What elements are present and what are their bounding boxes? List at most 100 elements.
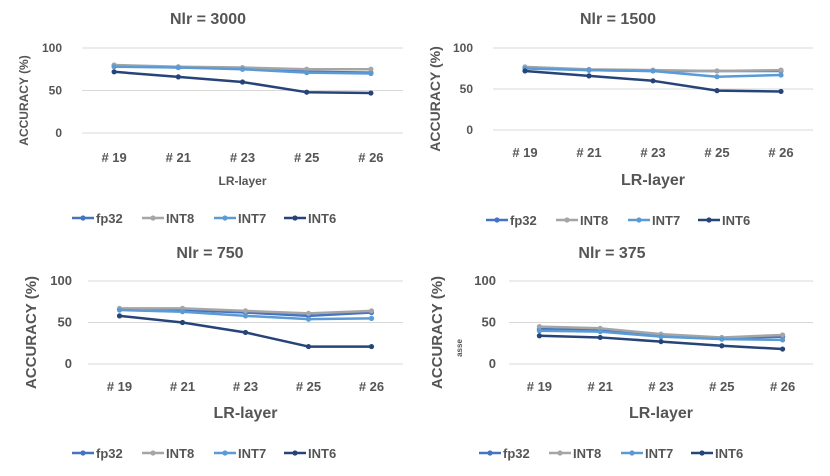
y-tick-label: 0 bbox=[466, 123, 473, 137]
data-point bbox=[305, 316, 312, 322]
data-point bbox=[116, 313, 123, 319]
legend-marker bbox=[564, 217, 570, 223]
legend-marker bbox=[557, 450, 563, 456]
y-tick-label: 100 bbox=[50, 273, 72, 288]
data-point bbox=[368, 315, 375, 321]
y-tick-label: 100 bbox=[474, 273, 496, 288]
y-axis-label: ACCURACY (%) bbox=[23, 276, 40, 389]
data-point bbox=[714, 88, 720, 94]
legend: fp32 INT8 INT7 INT6 bbox=[479, 446, 743, 461]
legend: fp32 INT8 INT7 INT6 bbox=[72, 446, 336, 461]
y-tick-label: 0 bbox=[489, 356, 496, 371]
y-axis-label: ACCURACY (%) bbox=[17, 55, 31, 145]
chart-title: Nlr = 3000 bbox=[170, 11, 246, 28]
x-tick-label: # 26 bbox=[359, 379, 384, 394]
series-int6 bbox=[116, 313, 375, 350]
x-tick-label: # 25 bbox=[296, 379, 321, 394]
legend-marker bbox=[292, 450, 298, 456]
chart-panel-1: Nlr = 3000 0 50 100 # 19 # 21 # 23 # 25 # 26 LR-l… bbox=[17, 11, 403, 226]
y-tick-label: 100 bbox=[453, 41, 473, 55]
data-point bbox=[780, 337, 786, 343]
legend-label: INT8 bbox=[580, 213, 608, 228]
data-point bbox=[242, 313, 249, 319]
data-point bbox=[778, 67, 784, 73]
data-point bbox=[239, 79, 246, 85]
data-point bbox=[368, 90, 374, 96]
legend-marker bbox=[150, 215, 156, 221]
x-axis-label: LR-layer bbox=[629, 405, 693, 422]
y-axis-label: ACCURACY (%) bbox=[427, 46, 443, 152]
x-tick-label: # 23 bbox=[233, 379, 258, 394]
x-tick-label: # 25 bbox=[704, 145, 729, 160]
y-tick-label: 50 bbox=[49, 84, 63, 98]
legend-label: INT8 bbox=[573, 446, 601, 461]
x-tick-label: # 26 bbox=[768, 145, 793, 160]
data-point bbox=[714, 68, 720, 74]
legend-marker bbox=[699, 450, 705, 456]
legend-marker bbox=[629, 450, 635, 456]
legend-label: INT8 bbox=[166, 446, 194, 461]
x-axis-label: LR-layer bbox=[218, 174, 266, 188]
data-point bbox=[242, 329, 249, 336]
legend-marker bbox=[636, 217, 642, 223]
legend-marker bbox=[222, 215, 228, 221]
data-point bbox=[650, 78, 656, 84]
data-point bbox=[586, 73, 592, 79]
legend-label: fp32 bbox=[510, 213, 537, 228]
x-tick-label: # 21 bbox=[170, 379, 195, 394]
series-int6 bbox=[536, 333, 786, 352]
data-point bbox=[536, 324, 543, 330]
data-point bbox=[368, 343, 375, 350]
series-int7 bbox=[111, 64, 374, 77]
legend-label: fp32 bbox=[96, 211, 123, 226]
x-tick-label: # 23 bbox=[230, 150, 255, 165]
y-tick-label: 0 bbox=[55, 126, 62, 140]
data-point bbox=[111, 69, 117, 75]
legend: fp32 INT8 INT7 INT6 bbox=[72, 211, 336, 226]
data-point bbox=[780, 346, 786, 352]
x-tick-label: # 19 bbox=[527, 379, 552, 394]
x-tick-label: # 25 bbox=[294, 150, 319, 165]
data-point bbox=[368, 70, 374, 77]
data-point bbox=[305, 310, 312, 316]
data-point bbox=[111, 64, 117, 70]
legend-marker bbox=[292, 215, 298, 221]
y-axis-label: ACCURACY (%) bbox=[429, 276, 446, 389]
legend-label: INT7 bbox=[238, 446, 266, 461]
data-point bbox=[778, 72, 784, 78]
data-point bbox=[242, 308, 249, 314]
chart-title: Nlr = 1500 bbox=[580, 11, 656, 28]
data-point bbox=[658, 334, 664, 340]
x-tick-label: # 25 bbox=[709, 379, 734, 394]
chart-panel-3: Nlr = 750 0 50 100 # 19 # 21 # 23 # 25 # 26 LR-la… bbox=[23, 245, 403, 461]
data-point bbox=[714, 74, 720, 80]
y-tick-label: 50 bbox=[460, 82, 474, 96]
data-point bbox=[368, 308, 375, 314]
data-point bbox=[239, 66, 246, 72]
data-point bbox=[175, 64, 181, 71]
data-point bbox=[780, 332, 786, 338]
legend-label: INT8 bbox=[166, 211, 194, 226]
legend-label: fp32 bbox=[503, 446, 530, 461]
data-point bbox=[522, 68, 528, 74]
x-tick-label: # 19 bbox=[512, 145, 537, 160]
legend-marker bbox=[487, 450, 493, 456]
legend-marker bbox=[150, 450, 156, 456]
legend-label: INT7 bbox=[645, 446, 673, 461]
series-int7 bbox=[116, 307, 375, 322]
x-tick-label: # 23 bbox=[640, 145, 665, 160]
y-tick-label: 50 bbox=[482, 315, 496, 330]
x-tick-label: # 26 bbox=[770, 379, 795, 394]
y-tick-label: 0 bbox=[65, 356, 72, 371]
data-point bbox=[719, 336, 725, 342]
legend-marker bbox=[80, 215, 86, 221]
data-point bbox=[597, 329, 603, 335]
data-point bbox=[597, 334, 603, 341]
data-point bbox=[179, 319, 186, 326]
legend-marker bbox=[494, 217, 500, 223]
x-axis-label: LR-layer bbox=[621, 172, 685, 189]
legend-label: INT7 bbox=[652, 213, 680, 228]
series-int7 bbox=[536, 328, 786, 343]
series-int6 bbox=[111, 69, 374, 96]
